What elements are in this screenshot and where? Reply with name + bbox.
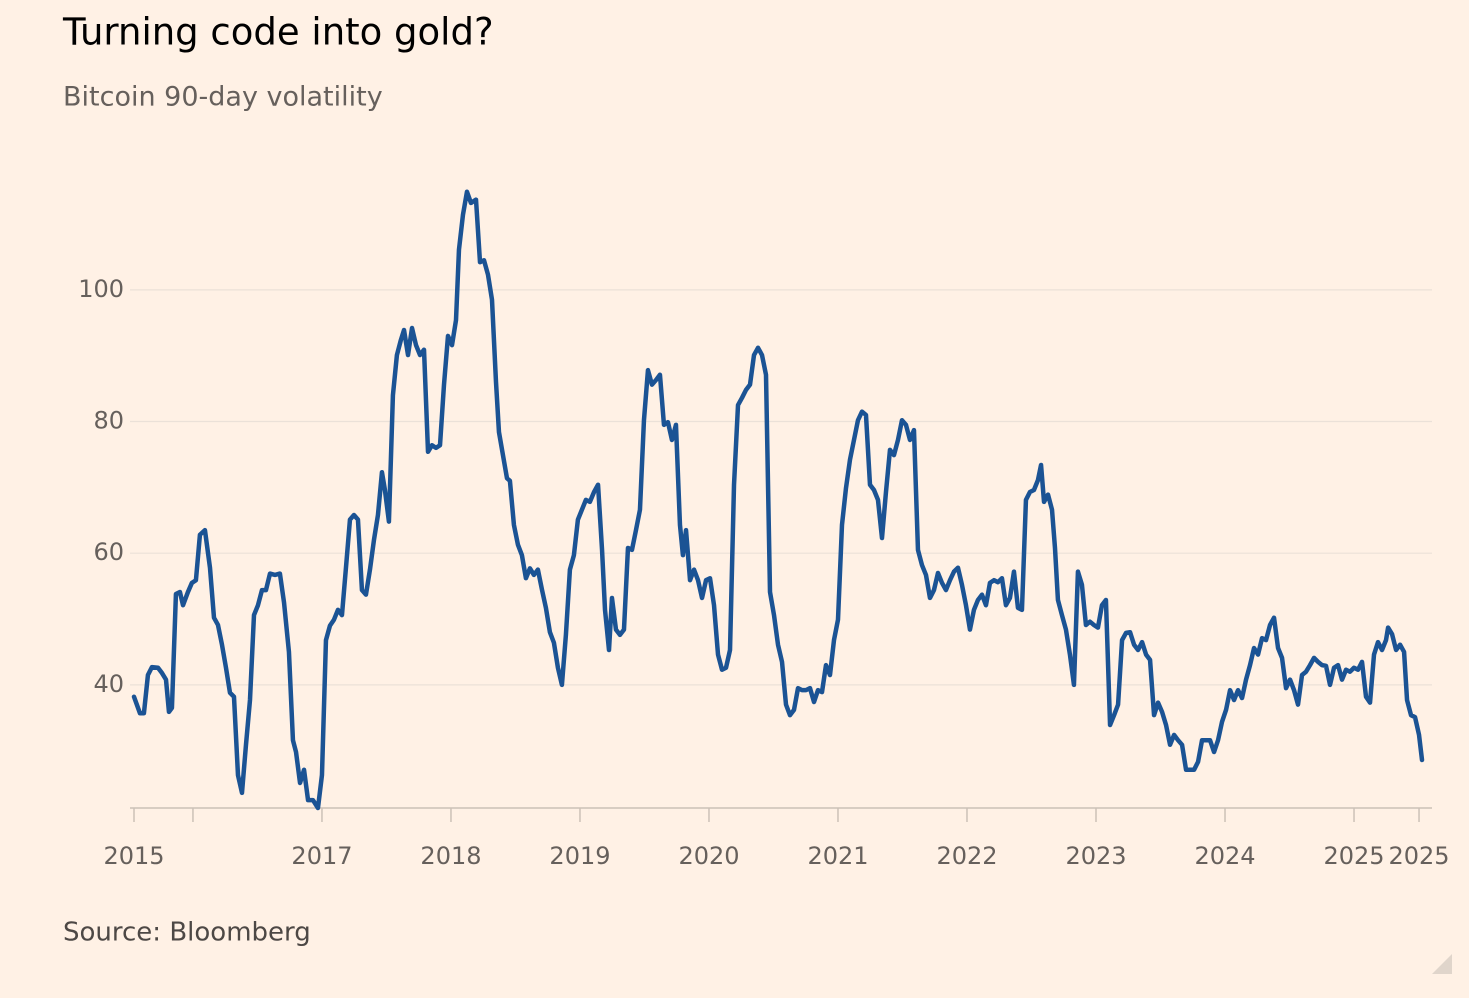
x-tick-label: 2024 xyxy=(1194,842,1255,870)
x-tick-label: 2020 xyxy=(678,842,739,870)
x-tick-label: 2017 xyxy=(291,842,352,870)
y-tick-label: 60 xyxy=(93,538,124,566)
chart-title: Turning code into gold? xyxy=(62,11,494,54)
chart-subtitle: Bitcoin 90-day volatility xyxy=(63,82,383,113)
x-tick-label: 2019 xyxy=(549,842,610,870)
resize-handle xyxy=(1432,954,1452,974)
y-tick-label: 100 xyxy=(78,275,124,303)
source-note: Source: Bloomberg xyxy=(63,918,311,948)
x-tick-label: 2021 xyxy=(807,842,868,870)
x-tick-label: 2015 xyxy=(103,842,164,870)
x-tick-label: 2022 xyxy=(936,842,997,870)
x-tick-label: 2023 xyxy=(1065,842,1126,870)
x-tick-label: 2025 xyxy=(1323,842,1384,870)
y-tick-label: 80 xyxy=(93,407,124,435)
x-tick-label: 2025 xyxy=(1388,842,1449,870)
y-tick-label: 40 xyxy=(93,670,124,698)
volatility-line xyxy=(131,189,1425,811)
x-tick-label: 2018 xyxy=(420,842,481,870)
